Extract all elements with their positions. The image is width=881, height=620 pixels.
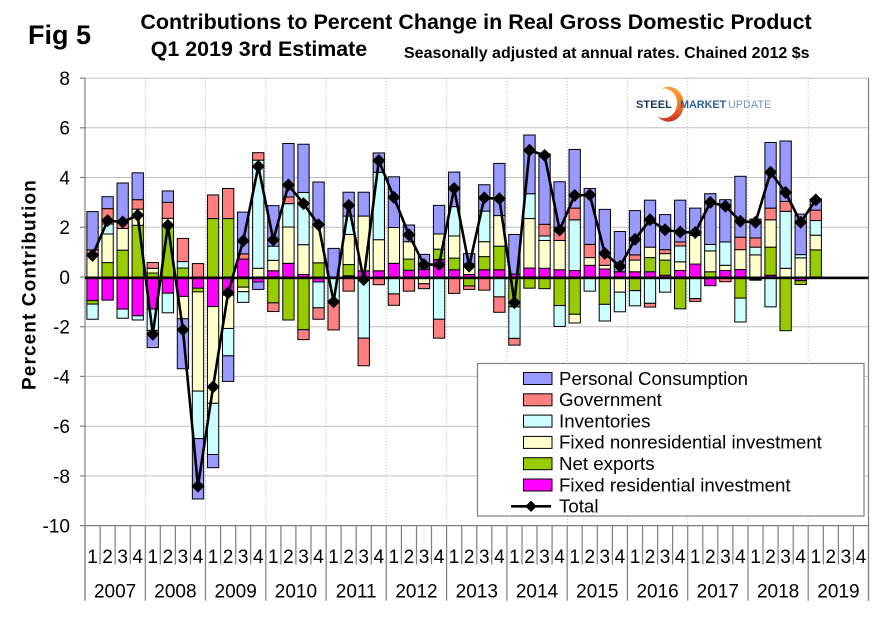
- svg-text:2: 2: [163, 547, 174, 568]
- svg-text:1: 1: [811, 547, 822, 568]
- svg-text:Government: Government: [559, 389, 663, 410]
- svg-text:2007: 2007: [94, 582, 136, 603]
- svg-text:1: 1: [630, 547, 641, 568]
- svg-text:-2: -2: [53, 318, 70, 339]
- svg-text:2015: 2015: [576, 582, 618, 603]
- svg-text:2: 2: [765, 547, 776, 568]
- svg-text:4: 4: [434, 547, 445, 568]
- svg-text:4: 4: [313, 547, 324, 568]
- svg-text:2018: 2018: [757, 582, 799, 603]
- svg-text:Inventories: Inventories: [559, 410, 650, 431]
- svg-text:2010: 2010: [275, 582, 317, 603]
- svg-text:2: 2: [705, 547, 716, 568]
- svg-text:3: 3: [660, 547, 671, 568]
- svg-text:1: 1: [148, 547, 159, 568]
- svg-text:2: 2: [645, 547, 656, 568]
- svg-text:1: 1: [509, 547, 520, 568]
- svg-text:4: 4: [554, 547, 565, 568]
- svg-text:6: 6: [59, 119, 70, 140]
- svg-text:3: 3: [238, 547, 249, 568]
- svg-text:3: 3: [780, 547, 791, 568]
- svg-text:2009: 2009: [215, 582, 257, 603]
- svg-text:Fig 5: Fig 5: [28, 20, 91, 50]
- svg-text:1: 1: [569, 547, 580, 568]
- svg-text:4: 4: [193, 547, 204, 568]
- svg-text:Total: Total: [559, 496, 598, 517]
- svg-text:1: 1: [268, 547, 279, 568]
- svg-text:4: 4: [795, 547, 806, 568]
- svg-text:1: 1: [208, 547, 219, 568]
- svg-text:Net exports: Net exports: [559, 453, 655, 474]
- svg-text:2: 2: [464, 547, 475, 568]
- svg-text:8: 8: [59, 69, 70, 90]
- svg-text:-6: -6: [53, 417, 70, 438]
- svg-text:1: 1: [449, 547, 460, 568]
- svg-text:Q1 2019 3rd Estimate: Q1 2019 3rd Estimate: [151, 37, 368, 61]
- svg-text:2016: 2016: [636, 582, 678, 603]
- svg-text:2: 2: [404, 547, 415, 568]
- svg-text:2008: 2008: [154, 582, 196, 603]
- svg-text:4: 4: [675, 547, 686, 568]
- svg-text:4: 4: [856, 547, 867, 568]
- svg-text:3: 3: [479, 547, 490, 568]
- svg-text:3: 3: [358, 547, 369, 568]
- svg-text:4: 4: [374, 547, 385, 568]
- svg-text:Fixed nonresidential investmen: Fixed nonresidential investment: [559, 432, 823, 453]
- svg-text:2: 2: [343, 547, 354, 568]
- svg-text:3: 3: [117, 547, 128, 568]
- svg-text:3: 3: [841, 547, 852, 568]
- svg-text:3: 3: [720, 547, 731, 568]
- svg-text:4: 4: [494, 547, 505, 568]
- svg-text:2: 2: [826, 547, 837, 568]
- svg-text:1: 1: [690, 547, 701, 568]
- svg-text:1: 1: [87, 547, 98, 568]
- svg-text:3: 3: [419, 547, 430, 568]
- svg-text:Seasonally adjusted at annual: Seasonally adjusted at annual rates. Cha…: [404, 45, 810, 62]
- svg-text:2: 2: [59, 218, 70, 239]
- svg-text:2013: 2013: [456, 582, 498, 603]
- svg-text:2: 2: [223, 547, 234, 568]
- svg-text:2011: 2011: [336, 582, 377, 603]
- svg-text:Personal Consumption: Personal Consumption: [559, 368, 748, 389]
- svg-text:1: 1: [389, 547, 400, 568]
- svg-text:-10: -10: [43, 517, 70, 538]
- svg-text:2012: 2012: [395, 582, 437, 603]
- svg-text:4: 4: [615, 547, 626, 568]
- svg-text:2: 2: [585, 547, 596, 568]
- svg-text:4: 4: [253, 547, 264, 568]
- svg-text:4: 4: [735, 547, 746, 568]
- svg-text:MARKET: MARKET: [680, 99, 727, 111]
- svg-text:1: 1: [750, 547, 761, 568]
- svg-text:-8: -8: [53, 467, 70, 488]
- svg-text:2: 2: [102, 547, 113, 568]
- svg-text:2014: 2014: [516, 582, 559, 603]
- svg-text:3: 3: [298, 547, 309, 568]
- svg-text:1: 1: [328, 547, 339, 568]
- svg-text:2017: 2017: [697, 582, 739, 603]
- svg-text:4: 4: [59, 168, 70, 189]
- svg-text:0: 0: [59, 268, 70, 289]
- svg-text:2: 2: [524, 547, 535, 568]
- svg-text:2: 2: [283, 547, 294, 568]
- svg-text:Contributions to Percent Chang: Contributions to Percent Change in Real …: [140, 10, 811, 34]
- svg-text:4: 4: [132, 547, 143, 568]
- svg-text:3: 3: [178, 547, 189, 568]
- svg-text:-4: -4: [53, 367, 70, 388]
- svg-text:3: 3: [539, 547, 550, 568]
- svg-text:3: 3: [600, 547, 611, 568]
- svg-text:UPDATE: UPDATE: [728, 99, 771, 111]
- svg-text:Percent Contribution: Percent Contribution: [20, 179, 41, 390]
- svg-text:STEEL: STEEL: [636, 99, 672, 111]
- svg-text:Fixed residential investment: Fixed residential investment: [559, 474, 791, 495]
- svg-text:2019: 2019: [817, 582, 859, 603]
